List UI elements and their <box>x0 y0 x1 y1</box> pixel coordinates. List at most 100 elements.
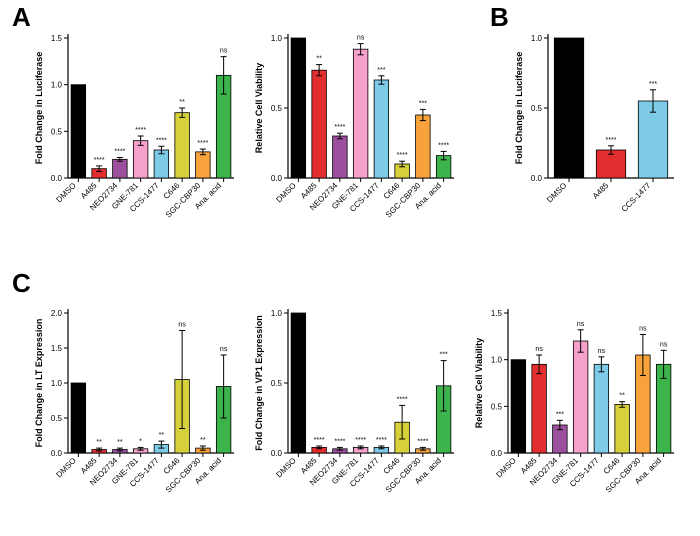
svg-text:ns: ns <box>660 341 668 348</box>
svg-text:ns: ns <box>178 322 186 329</box>
bar <box>416 115 431 178</box>
svg-text:DMSO: DMSO <box>274 181 297 204</box>
svg-text:****: **** <box>94 157 105 164</box>
chart-c1-lt: 0.0 0.5 1.0 1.5 2.0 Fold Change in LT Express… <box>30 295 240 525</box>
svg-text:DMSO: DMSO <box>54 456 77 479</box>
svg-text:1.5: 1.5 <box>51 344 63 353</box>
svg-text:****: **** <box>135 127 146 134</box>
svg-text:Fold Change in Luciferase: Fold Change in Luciferase <box>34 52 44 165</box>
svg-text:0.0: 0.0 <box>51 174 63 183</box>
svg-text:0.5: 0.5 <box>491 402 503 411</box>
svg-text:0.5: 0.5 <box>51 127 63 136</box>
bar <box>573 341 588 453</box>
bar <box>615 404 630 453</box>
svg-text:Fold Change in VP1 Expression: Fold Change in VP1 Expression <box>254 315 264 451</box>
bar <box>511 360 526 453</box>
panel-label-a: A <box>12 2 31 33</box>
svg-text:****: **** <box>606 137 617 144</box>
svg-text:Fold Change in Luciferase: Fold Change in Luciferase <box>514 52 524 165</box>
svg-text:DMSO: DMSO <box>274 456 297 479</box>
svg-text:Fold Change in LT Expression: Fold Change in LT Expression <box>34 319 44 448</box>
panel-label-c: C <box>12 268 31 299</box>
svg-text:0.5: 0.5 <box>531 104 543 113</box>
svg-text:****: **** <box>438 142 449 149</box>
svg-text:***: *** <box>556 411 564 418</box>
svg-text:ns: ns <box>220 48 228 55</box>
svg-text:ns: ns <box>577 321 585 328</box>
svg-text:****: **** <box>355 437 366 444</box>
svg-text:****: **** <box>114 148 125 155</box>
svg-text:**: ** <box>316 56 322 63</box>
svg-text:0.0: 0.0 <box>271 449 283 458</box>
bar <box>353 49 368 178</box>
svg-text:ns: ns <box>639 325 647 332</box>
svg-text:**: ** <box>96 439 102 446</box>
svg-text:1.0: 1.0 <box>271 34 283 43</box>
svg-text:**: ** <box>159 432 165 439</box>
bar <box>374 80 389 178</box>
svg-text:****: **** <box>397 152 408 159</box>
bar <box>532 364 547 453</box>
svg-text:0.0: 0.0 <box>491 449 503 458</box>
bar <box>312 70 327 178</box>
svg-text:ns: ns <box>357 35 365 42</box>
svg-text:1.0: 1.0 <box>51 81 63 90</box>
bar <box>133 141 148 178</box>
svg-text:0.5: 0.5 <box>51 414 63 423</box>
svg-text:Relative Cell Viability: Relative Cell Viability <box>254 63 264 153</box>
svg-text:****: **** <box>417 438 428 445</box>
svg-text:***: *** <box>377 67 385 74</box>
svg-text:ns: ns <box>220 346 228 353</box>
bar <box>71 85 86 178</box>
svg-text:A485: A485 <box>591 181 611 201</box>
svg-text:1.0: 1.0 <box>271 309 283 318</box>
svg-text:1.0: 1.0 <box>51 379 63 388</box>
chart-b1-luciferase: 0.0 0.5 1.0 Fold Change in Luciferase DMSO A4… <box>510 20 680 250</box>
bar <box>113 159 128 178</box>
svg-text:0.5: 0.5 <box>271 104 283 113</box>
svg-text:**: ** <box>117 439 123 446</box>
svg-text:1.0: 1.0 <box>531 34 543 43</box>
svg-text:DMSO: DMSO <box>494 456 517 479</box>
svg-text:****: **** <box>334 438 345 445</box>
bar <box>291 313 306 453</box>
svg-text:0.0: 0.0 <box>531 174 543 183</box>
svg-text:0.0: 0.0 <box>51 449 63 458</box>
svg-text:DMSO: DMSO <box>545 181 568 204</box>
svg-text:****: **** <box>334 124 345 131</box>
svg-text:****: **** <box>376 437 387 444</box>
svg-text:2.0: 2.0 <box>51 309 63 318</box>
svg-text:CCS-1477: CCS-1477 <box>620 181 653 214</box>
svg-text:1.0: 1.0 <box>491 356 503 365</box>
bar <box>175 113 190 178</box>
svg-text:Relative Cell Viability: Relative Cell Viability <box>474 338 484 428</box>
svg-text:1.5: 1.5 <box>51 34 63 43</box>
svg-text:0.5: 0.5 <box>271 379 283 388</box>
svg-text:ns: ns <box>598 348 606 355</box>
bar <box>594 364 609 453</box>
svg-text:****: **** <box>156 137 167 144</box>
chart-a1-luciferase: 0.0 0.5 1.0 1.5 Fold Change in Luciferase DMS… <box>30 20 240 250</box>
svg-text:****: **** <box>197 140 208 147</box>
svg-text:**: ** <box>619 393 625 400</box>
svg-text:**: ** <box>179 99 185 106</box>
bar <box>333 136 348 178</box>
svg-text:****: **** <box>397 396 408 403</box>
svg-text:1.5: 1.5 <box>491 309 503 318</box>
svg-text:ns: ns <box>535 346 543 353</box>
bar <box>71 383 86 453</box>
chart-c3-viability: 0.00.51.01.5Relative Cell ViabilityDMSOA… <box>470 295 680 525</box>
svg-text:*: * <box>139 438 142 445</box>
svg-text:***: *** <box>419 100 427 107</box>
chart-c2-vp1: 0.0 0.5 1.0 Fold Change in VP1 Expression DM… <box>250 295 460 525</box>
bar <box>291 38 306 178</box>
chart-a2-viability: 0.00.51.0Relative Cell ViabilityDMSOA485… <box>250 20 460 250</box>
svg-text:***: *** <box>440 352 448 359</box>
bar <box>196 152 211 178</box>
svg-text:DMSO: DMSO <box>54 181 77 204</box>
svg-text:***: *** <box>649 81 657 88</box>
panel-label-b: B <box>490 2 509 33</box>
bar <box>554 38 583 178</box>
svg-text:**: ** <box>200 437 206 444</box>
svg-text:****: **** <box>314 437 325 444</box>
